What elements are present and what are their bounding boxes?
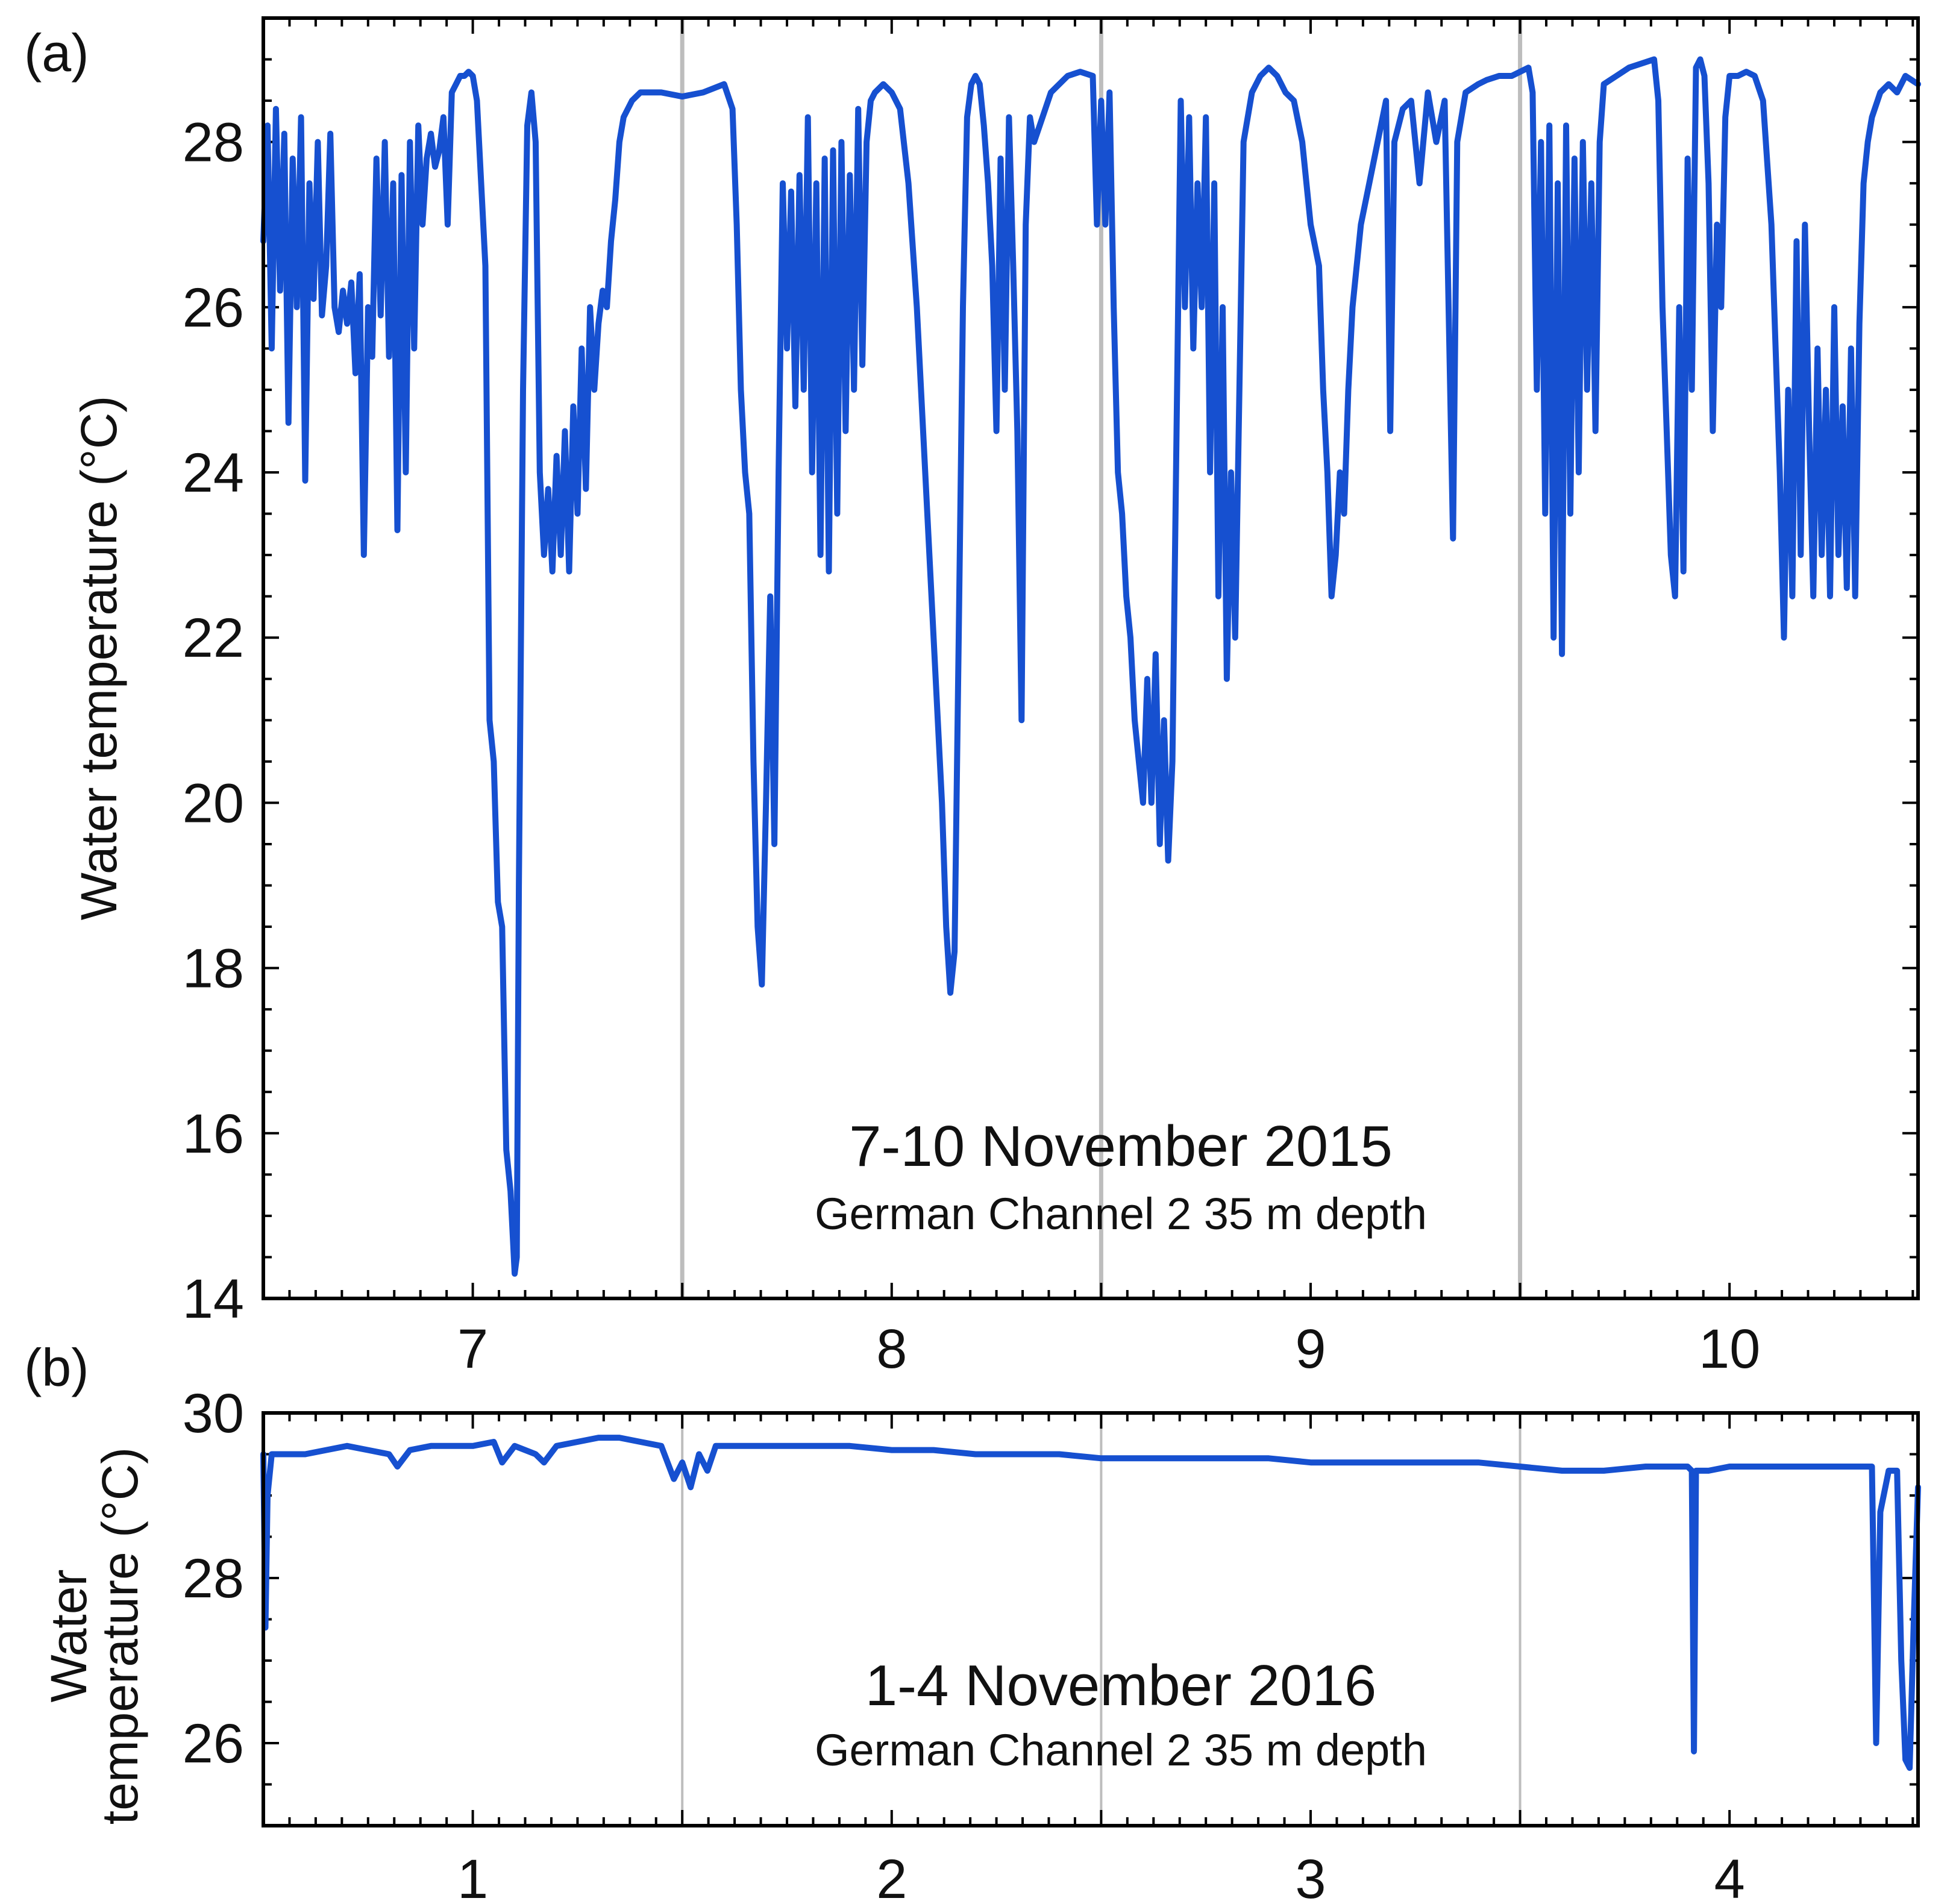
- panel-a-y-tick-label: 22: [183, 607, 244, 669]
- panel-a-y-tick-label: 18: [183, 938, 244, 1000]
- panel-a-y-tick-label: 16: [183, 1103, 244, 1165]
- panel-a-y-tick-labels: 14 16 18 20 22 24 26 28: [183, 112, 244, 1330]
- panel-a-y-tick-label: 24: [183, 442, 244, 504]
- panel-a-x-tick-label: 10: [1699, 1318, 1760, 1380]
- panel-b-day-separators: [681, 1413, 1522, 1826]
- panel-a-title: 7-10 November 2015: [849, 1114, 1393, 1179]
- panel-b-y-tick-label: 28: [183, 1548, 244, 1609]
- panel-a-label: (a): [24, 23, 89, 83]
- panel-b-y-tick-labels: 26 28 30: [183, 1383, 244, 1774]
- panel-b-x-tick-label: 3: [1295, 1849, 1326, 1904]
- panel-b-label: (b): [24, 1338, 89, 1397]
- panel-a-y-tick-label: 28: [183, 112, 244, 174]
- panel-a: (a) 14 16 18 20 22 24 26 28 7 8 9 10 Water tempera…: [24, 16, 1921, 1380]
- panel-b-subtitle: German Channel 2 35 m depth: [815, 1725, 1427, 1775]
- panel-b-y-axis-label-line1: Water: [40, 1570, 97, 1703]
- panel-b-y-tick-label: 30: [183, 1383, 244, 1444]
- panel-a-subtitle: German Channel 2 35 m depth: [815, 1189, 1427, 1239]
- panel-a-plot-frame: [262, 16, 1920, 1300]
- panel-a-day-separators: [680, 18, 1523, 1298]
- panel-b-x-tick-labels: 1 2 3 4: [457, 1849, 1745, 1904]
- panel-a-ticks: [262, 17, 1918, 1300]
- panel-a-x-tick-label: 8: [876, 1318, 907, 1380]
- panel-b-temperature-series: [260, 1435, 1921, 1771]
- panel-a-y-axis-label: Water temperature (°C): [71, 396, 127, 921]
- panel-b: (b) 26 28 30 1 2 3 4 Water temperature (°C) 1…: [24, 1338, 1921, 1904]
- panel-a-x-tick-label: 7: [457, 1318, 488, 1380]
- panel-a-y-tick-label: 20: [183, 772, 244, 834]
- panel-a-x-tick-label: 9: [1295, 1318, 1326, 1380]
- panel-b-y-axis-label-line2: temperature (°C): [92, 1447, 148, 1824]
- panel-b-x-tick-label: 4: [1714, 1849, 1745, 1904]
- panel-b-x-tick-label: 2: [876, 1849, 907, 1904]
- panel-b-plot-frame: [262, 1411, 1920, 1827]
- panel-b-title: 1-4 November 2016: [865, 1653, 1376, 1718]
- panel-a-y-tick-label: 26: [183, 277, 244, 339]
- panel-b-x-tick-label: 1: [457, 1849, 488, 1904]
- panel-b-series: [260, 1435, 1921, 1771]
- panel-a-temperature-series: [260, 56, 1921, 1277]
- panel-b-y-tick-label: 26: [183, 1713, 244, 1774]
- panel-a-series: [260, 56, 1921, 1277]
- panel-a-y-tick-label: 14: [183, 1268, 244, 1330]
- panel-a-x-tick-labels: 7 8 9 10: [457, 1318, 1760, 1380]
